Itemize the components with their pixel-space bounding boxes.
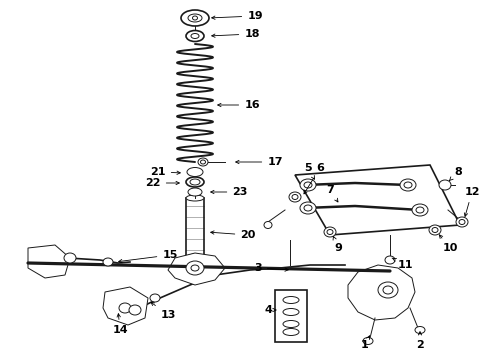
Text: 19: 19 <box>212 11 263 21</box>
Ellipse shape <box>188 14 202 22</box>
Ellipse shape <box>129 305 141 315</box>
Ellipse shape <box>415 327 425 333</box>
Ellipse shape <box>186 31 204 41</box>
Ellipse shape <box>383 286 393 294</box>
Text: 15: 15 <box>119 250 178 263</box>
Ellipse shape <box>188 188 202 196</box>
Text: 22: 22 <box>145 178 179 188</box>
Polygon shape <box>348 265 415 320</box>
Ellipse shape <box>186 261 204 275</box>
Text: 11: 11 <box>392 258 413 270</box>
Ellipse shape <box>456 217 468 227</box>
Ellipse shape <box>439 180 451 190</box>
Ellipse shape <box>412 204 428 216</box>
Bar <box>186 198 204 258</box>
Ellipse shape <box>198 158 208 166</box>
Ellipse shape <box>264 221 272 229</box>
Ellipse shape <box>292 194 298 199</box>
Ellipse shape <box>181 10 209 26</box>
Polygon shape <box>295 165 460 235</box>
Ellipse shape <box>404 182 412 188</box>
Text: 13: 13 <box>151 302 176 320</box>
Text: 23: 23 <box>211 187 247 197</box>
Text: 18: 18 <box>212 29 260 39</box>
Ellipse shape <box>300 179 316 191</box>
Ellipse shape <box>186 195 204 201</box>
Ellipse shape <box>304 205 312 211</box>
Ellipse shape <box>400 179 416 191</box>
Ellipse shape <box>200 160 205 164</box>
Text: 17: 17 <box>236 157 283 167</box>
Ellipse shape <box>385 256 395 264</box>
Ellipse shape <box>103 258 113 266</box>
Ellipse shape <box>283 328 299 336</box>
Ellipse shape <box>64 253 76 263</box>
Ellipse shape <box>304 182 312 188</box>
Text: 4: 4 <box>264 305 276 315</box>
Ellipse shape <box>193 16 197 20</box>
Text: 5: 5 <box>304 163 315 179</box>
Ellipse shape <box>186 177 204 187</box>
Ellipse shape <box>190 179 200 185</box>
Ellipse shape <box>429 225 441 235</box>
Ellipse shape <box>186 254 204 262</box>
Text: 3: 3 <box>254 263 288 273</box>
Ellipse shape <box>289 192 301 202</box>
Ellipse shape <box>283 297 299 303</box>
Ellipse shape <box>363 338 373 345</box>
Bar <box>275 290 307 342</box>
Ellipse shape <box>150 294 160 302</box>
Text: 14: 14 <box>112 314 128 335</box>
Text: 12: 12 <box>464 187 480 216</box>
Text: 10: 10 <box>440 235 458 253</box>
Ellipse shape <box>324 227 336 237</box>
Ellipse shape <box>283 309 299 315</box>
Text: 2: 2 <box>416 332 424 350</box>
Ellipse shape <box>416 207 424 213</box>
Ellipse shape <box>378 282 398 298</box>
Ellipse shape <box>191 33 199 39</box>
Text: 9: 9 <box>333 237 342 253</box>
Polygon shape <box>103 287 148 325</box>
Ellipse shape <box>283 320 299 328</box>
Text: 20: 20 <box>211 230 256 240</box>
Ellipse shape <box>432 228 438 233</box>
Ellipse shape <box>191 265 199 271</box>
Text: 21: 21 <box>150 167 180 177</box>
Text: 7: 7 <box>326 185 338 202</box>
Ellipse shape <box>327 230 333 234</box>
Text: 6: 6 <box>304 163 324 194</box>
Text: 16: 16 <box>218 100 260 110</box>
Ellipse shape <box>300 202 316 214</box>
Text: 1: 1 <box>361 336 369 350</box>
Polygon shape <box>168 253 225 285</box>
Ellipse shape <box>119 303 131 313</box>
Polygon shape <box>28 245 70 278</box>
Ellipse shape <box>187 167 203 176</box>
Text: 8: 8 <box>449 167 462 181</box>
Ellipse shape <box>459 220 465 225</box>
